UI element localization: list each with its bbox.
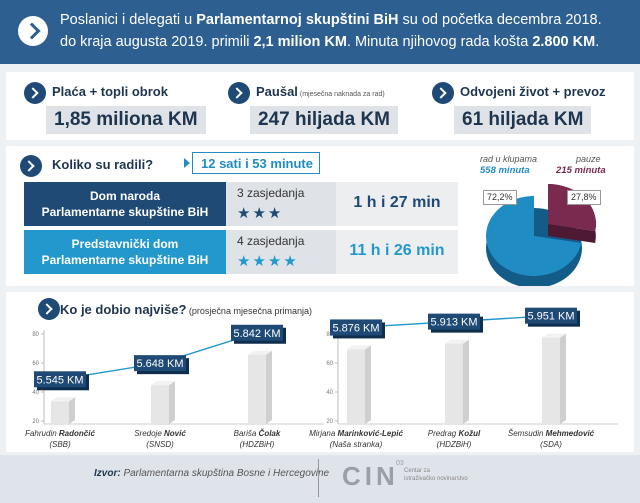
person-last-name: Čolak [258,429,281,438]
house-row-dom-naroda: Dom naroda Parlamentarne skupštine BiH 3… [24,182,458,226]
person-party: (HDZBiH) [239,440,275,449]
chevron-right-icon [432,82,454,104]
person-label: Mirjana Marinković-Lepić (Naša stranka) [301,428,411,450]
person-last-name: Nović [164,429,186,438]
source: Izvor: Parlamentarna skupština Bosne i H… [94,468,329,479]
cin-logo-sub-line: Centar za [404,468,431,474]
pie-pause-label: pauze [576,154,601,164]
person-label: Sredoje Nović (SNSD) [105,428,215,450]
pie-chart [486,184,596,286]
footer: Izvor: Parlamentarna skupština Bosne i H… [0,455,640,503]
header-text: Poslanici i delegati u Parlamentarnoj sk… [60,9,630,53]
person-party: (SDA) [540,440,562,449]
header-text-part: su od početka decembra 2018. [398,12,602,28]
work-question: Koliko su radili? [52,157,154,172]
chevron-right-icon [228,82,250,104]
header-banner: Poslanici i delegati u Parlamentarnoj sk… [0,0,640,64]
stat-label-text: Odvojeni život + prevoz [460,84,606,99]
house-name-line: Predstavnički dom [71,237,179,251]
cin-logo-sup: 03 [396,460,404,467]
stat-note: (mjesečna naknada za rad) [297,91,385,98]
stat-label-text: Paušal [256,84,298,99]
header-text-part: . [595,34,600,50]
pie-work-value: 558 minuta [480,165,530,176]
header-text-bold: Parlamentarnoj skupštini BiH [196,12,399,28]
pie-work-pct: 72,2% [483,190,517,205]
person-label: Fahrudin Radončić (SBB) [5,428,115,450]
time-value: 11 h i 26 min [336,230,458,274]
stat-label: Plaća + topli obrok [52,84,168,99]
chevron-right-icon [20,155,42,177]
house-name: Dom naroda Parlamentarne skupštine BiH [24,182,226,226]
person-first-name: Predrag [427,429,459,438]
person-last-name: Radončić [58,429,95,438]
stat-label-text: Plaća + topli obrok [52,84,168,99]
stat-value: 247 hiljada KM [250,106,398,134]
person-first-name: Fahrudin [25,429,59,438]
house-name-line: Parlamentarne skupštine BiH [41,205,209,219]
source-label: Izvor: [94,468,121,479]
source-text: Parlamentarna skupština Bosne i Hercegov… [120,468,330,479]
pie-work-label: rad u klupama [480,154,538,164]
stat-label: Paušal (mjesečna naknada za rad) [256,84,385,99]
sessions-cell: 3 zasjedanja ★★★ [226,182,336,226]
stat-value: 61 hiljada KM [454,106,592,134]
house-name-line: Parlamentarne skupštine BiH [41,253,209,267]
header-text-bold: 2.800 KM [532,34,596,50]
earners-title-text: Ko je dobio najviše? [60,302,187,317]
person-last-name: Marinković-Lepić [337,429,403,438]
header-text-part: . Minuta njihovog rada košta [346,34,533,50]
sessions-cell: 4 zasjedanja ★★★★ [226,230,336,274]
pie-slices [486,184,596,286]
pie-pause-slice [548,184,596,232]
pie-pause-pct: 27,8% [567,190,601,205]
star-icons: ★★★★ [237,253,299,270]
person-party: (Naša stranka) [329,440,383,449]
person-first-name: Sredoje [134,429,164,438]
house-row-predstavnicki-dom: Predstavnički dom Parlamentarne skupštin… [24,230,458,274]
work-total: 12 sati i 53 minute [184,152,320,174]
pie-work-slice [486,196,582,276]
chevron-right-icon [24,82,46,104]
person-party: (HDZBiH) [436,440,472,449]
person-label: Bariša Čolak (HDZBiH) [202,428,312,450]
header-text-part: do kraja augusta 2019. primili [60,34,254,50]
pie-pause-side [548,224,596,244]
header-text-part: Poslanici i delegati u [60,12,197,28]
person-last-name: Kožul [458,429,481,438]
person-party: (SNSD) [146,440,174,449]
cin-logo: CIN [342,461,399,491]
chevron-right-icon [18,16,48,46]
cin-logo-sub: Centar za istraživačko novinarstvo [404,467,474,483]
header-text-bold: 2,1 milion KM [253,34,347,50]
stat-value: 1,85 miliona KM [46,106,206,134]
chevron-right-icon [38,298,60,320]
stat-separate-living: Odvojeni život + prevoz 61 hiljada KM [432,80,622,134]
person-first-name: Mirjana [309,429,338,438]
stat-salary: Plaća + topli obrok 1,85 miliona KM [24,80,214,134]
house-name: Predstavnički dom Parlamentarne skupštin… [24,230,226,274]
person-label: Predrag Kožul (HDZBiH) [399,428,509,450]
person-party: (SBB) [49,440,71,449]
person-label: Šemsudin Mehmedović (SDA) [496,428,606,450]
person-first-name: Bariša [233,429,259,438]
sessions-count: 4 zasjedanja [237,234,305,248]
divider [318,459,319,497]
time-value: 1 h i 27 min [336,182,458,226]
sessions-count: 3 zasjedanja [237,186,305,200]
stat-label: Odvojeni život + prevoz [460,84,606,99]
earners-title-note: (prosječna mjesečna primanja) [186,306,312,316]
house-name-line: Dom naroda [89,189,160,203]
cin-logo-sub-line: istraživačko novinarstvo [404,476,468,482]
pie-pause-value: 215 minuta [556,165,606,176]
earners-title: Ko je dobio najviše? (prosječna mjesečna… [60,302,312,317]
person-first-name: Šemsudin [507,429,546,438]
stat-allowance: Paušal (mjesečna naknada za rad) 247 hil… [228,80,418,134]
person-last-name: Mehmedović [545,429,595,438]
star-icons: ★★★ [237,205,284,222]
